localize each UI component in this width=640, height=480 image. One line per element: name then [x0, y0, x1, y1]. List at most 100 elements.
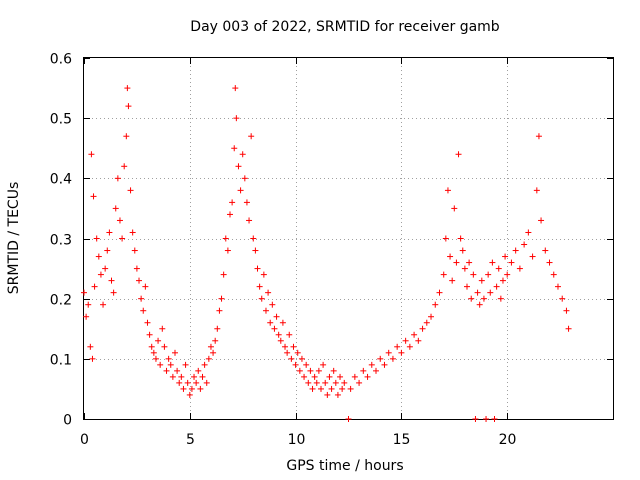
- data-point: [104, 247, 111, 254]
- data-point: [150, 349, 157, 356]
- data-point: [339, 385, 346, 392]
- data-point: [347, 385, 354, 392]
- data-point: [222, 235, 229, 242]
- data-point: [171, 349, 178, 356]
- data-point: [290, 343, 297, 350]
- data-point: [97, 271, 104, 278]
- data-point: [303, 361, 310, 368]
- data-point: [237, 187, 244, 194]
- data-point: [453, 259, 460, 266]
- data-point: [199, 373, 206, 380]
- data-point: [275, 331, 282, 338]
- data-point: [284, 349, 291, 356]
- data-point: [324, 391, 331, 398]
- data-point: [565, 325, 572, 332]
- data-point: [165, 355, 172, 362]
- data-point: [334, 391, 341, 398]
- data-point: [246, 217, 253, 224]
- data-point: [394, 343, 401, 350]
- data-point: [227, 211, 234, 218]
- data-point: [315, 367, 322, 374]
- data-point: [148, 343, 155, 350]
- data-point: [159, 325, 166, 332]
- data-point: [415, 337, 422, 344]
- data-point: [152, 355, 159, 362]
- data-point: [499, 277, 506, 284]
- data-point: [138, 295, 145, 302]
- data-point: [218, 295, 225, 302]
- y-tick-label: 0.3: [50, 233, 72, 249]
- data-point: [271, 325, 278, 332]
- data-point: [93, 235, 100, 242]
- data-point: [239, 151, 246, 158]
- y-tick-label: 0.2: [50, 293, 72, 309]
- data-point: [535, 133, 542, 140]
- data-point: [307, 367, 314, 374]
- data-point: [451, 205, 458, 212]
- data-point: [182, 361, 189, 368]
- data-point: [542, 247, 549, 254]
- data-point: [444, 187, 451, 194]
- data-point: [163, 367, 170, 374]
- data-point: [489, 259, 496, 266]
- data-point: [90, 193, 97, 200]
- data-point: [87, 343, 94, 350]
- data-point: [279, 319, 286, 326]
- data-point: [470, 271, 477, 278]
- data-point: [140, 307, 147, 314]
- data-point: [176, 379, 183, 386]
- data-point: [258, 295, 265, 302]
- x-tick-label: 5: [186, 432, 195, 448]
- data-point: [288, 355, 295, 362]
- data-point: [360, 367, 367, 374]
- data-point: [186, 391, 193, 398]
- data-point: [282, 343, 289, 350]
- data-point: [112, 205, 119, 212]
- data-point: [252, 247, 259, 254]
- data-point: [292, 361, 299, 368]
- data-point: [197, 385, 204, 392]
- data-point: [155, 337, 162, 344]
- data-point: [373, 367, 380, 374]
- data-point: [337, 373, 344, 380]
- data-point: [131, 247, 138, 254]
- data-point: [265, 289, 272, 296]
- data-point: [241, 175, 248, 182]
- data-point: [546, 259, 553, 266]
- data-point: [385, 349, 392, 356]
- data-point: [508, 259, 515, 266]
- data-point: [216, 307, 223, 314]
- data-point: [260, 271, 267, 278]
- x-tick-label: 20: [499, 432, 517, 448]
- data-point: [108, 277, 115, 284]
- data-point: [563, 307, 570, 314]
- data-point: [311, 373, 318, 380]
- data-point: [493, 283, 500, 290]
- grid-lines: [84, 58, 613, 419]
- x-tick-label: 15: [393, 432, 411, 448]
- data-point: [193, 379, 200, 386]
- data-point: [461, 265, 468, 272]
- data-point: [205, 355, 212, 362]
- data-point: [487, 289, 494, 296]
- data-point: [273, 313, 280, 320]
- data-point: [326, 373, 333, 380]
- data-point: [286, 331, 293, 338]
- data-point: [231, 145, 238, 152]
- data-point: [256, 283, 263, 290]
- data-point: [102, 265, 109, 272]
- data-point: [110, 289, 117, 296]
- data-point: [313, 379, 320, 386]
- data-point: [466, 259, 473, 266]
- data-point: [406, 343, 413, 350]
- data-point: [142, 283, 149, 290]
- data-point: [191, 373, 198, 380]
- data-point: [169, 373, 176, 380]
- data-point: [167, 361, 174, 368]
- data-point: [248, 133, 255, 140]
- data-point: [447, 253, 454, 260]
- data-point: [330, 367, 337, 374]
- data-point: [296, 367, 303, 374]
- data-point: [550, 271, 557, 278]
